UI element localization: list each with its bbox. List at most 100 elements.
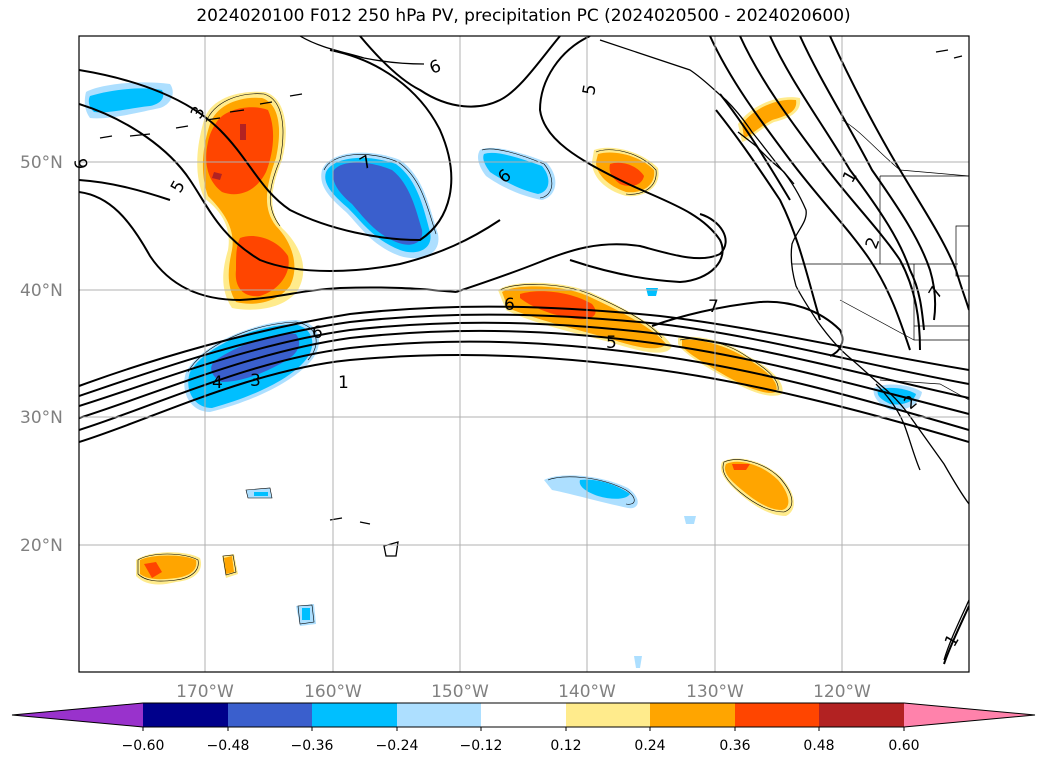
shade-outlines: [137, 93, 793, 625]
colorbar-seg-9: [819, 703, 904, 727]
shade-orange-nw-strong2: [235, 236, 289, 297]
contour-east-4: [799, 36, 937, 321]
lon-label-150w: 150°W: [431, 682, 489, 702]
map-title: 2024020100 F012 250 hPa PV, precipitatio…: [196, 6, 851, 26]
colorbar-extend-low: [12, 703, 143, 727]
shade-orange-nw-strong1: [206, 107, 274, 195]
colorbar-extend-high: [904, 703, 1035, 727]
outline-blue-tiny2: [297, 604, 315, 625]
contour-label-19: 6: [312, 323, 323, 343]
outline-blue-small-mid: [547, 476, 635, 505]
lat-label-50n: 50°N: [20, 153, 63, 173]
outline-orange-sw2: [222, 554, 237, 576]
contour-band-1: [79, 354, 969, 443]
coast-hawaii: [329, 517, 399, 557]
shade-orange-sw-small2-mid: [224, 556, 234, 574]
shade-orange-band-strong: [520, 291, 596, 320]
shade-blue-tiny1-inner: [254, 492, 268, 496]
lat-label-20n: 20°N: [20, 536, 63, 556]
lat-axis: 50°N 40°N 30°N 20°N: [20, 153, 63, 556]
map-frame: [78, 35, 970, 673]
contour-north-5-loop: [538, 36, 724, 284]
cb-label-2: −0.48: [207, 738, 250, 754]
coast-north-america: [599, 39, 969, 505]
cb-label-10: 0.60: [888, 738, 919, 754]
colorbar-seg-8: [735, 703, 819, 727]
border-us-state-3: [839, 299, 915, 341]
contour-upper: [79, 179, 171, 201]
shade-blue-central-strong: [333, 162, 423, 245]
colorbar-seg-6: [566, 703, 650, 727]
coast-se-corner: [943, 599, 969, 661]
outline-blue-tiny1: [245, 487, 273, 499]
contour-7-loop: [455, 213, 727, 293]
contour-label-12: 3: [250, 371, 261, 391]
contour-band-4: [79, 321, 969, 407]
shade-orange-nw-dark: [240, 124, 246, 140]
shade-blue-tiny3: [646, 288, 658, 296]
lon-label-170w: 170°W: [176, 682, 234, 702]
lon-axis: 170°W 160°W 150°W 140°W 130°W 120°W: [176, 682, 871, 702]
contour-label-11: 4: [212, 373, 223, 393]
contour-label-2: 5: [579, 83, 601, 97]
cb-label-7: 0.24: [634, 738, 665, 754]
outline-orange-band: [499, 284, 663, 339]
shade-nw-mid: [88, 88, 164, 113]
cb-label-3: −0.36: [291, 738, 334, 754]
gridlines: [79, 36, 969, 672]
contour-nw-outer: [79, 103, 501, 272]
lon-label-130w: 130°W: [686, 682, 744, 702]
colorbar: −0.60 −0.48 −0.36 −0.24 −0.12 0.12 0.24 …: [11, 702, 1036, 754]
colorbar-seg-2: [228, 703, 312, 727]
shade-blue-small-mid-inner: [579, 479, 630, 499]
pv-contours: [79, 36, 969, 665]
contour-band-2: [79, 340, 969, 431]
colorbar-seg-4: [397, 703, 481, 727]
shade-blue-tiny2-inner: [302, 608, 310, 620]
coast-vancouver: [737, 131, 795, 185]
cb-label-1: −0.60: [122, 738, 165, 754]
colorbar-seg-7: [650, 703, 735, 727]
contour-nw-loop: [79, 49, 453, 242]
coast-aleutian: [99, 93, 303, 139]
colorbar-ticks: [142, 727, 905, 731]
border-us-state-4: [913, 264, 969, 341]
cb-label-5: −0.12: [460, 738, 503, 754]
coast-alaska-islands: [299, 36, 425, 65]
contour-label-9: 5: [606, 333, 617, 353]
contour-east-5: [829, 36, 969, 311]
contour-label-13: 1: [338, 373, 349, 393]
outline-blue-sw: [187, 321, 317, 373]
colorbar-seg-3: [312, 703, 397, 727]
border-nevada: [955, 225, 969, 277]
lon-label-140w: 140°W: [558, 682, 616, 702]
lat-label-40n: 40°N: [20, 281, 63, 301]
contour-band-6: [79, 305, 969, 387]
cb-label-4: −0.24: [376, 738, 419, 754]
shade-blue-tiny5: [634, 656, 642, 668]
contour-east-1: [709, 36, 911, 351]
shade-blue-tiny4: [684, 516, 696, 524]
outline-orange-sw: [137, 553, 199, 582]
cb-label-6: 0.12: [550, 738, 581, 754]
outline-orange-nw: [205, 93, 284, 227]
contour-label-5: 6: [71, 156, 93, 170]
shade-orange-s-strong: [732, 464, 750, 470]
lon-label-120w: 120°W: [813, 682, 871, 702]
shade-orange-se-mid: [682, 339, 777, 393]
lat-label-30n: 30°N: [20, 408, 63, 428]
contour-west-loop: [79, 191, 457, 302]
colorbar-seg-1: [143, 703, 228, 727]
cb-label-8: 0.36: [719, 738, 750, 754]
contour-band-5: [79, 313, 969, 397]
shade-orange-s-mid: [724, 461, 789, 510]
contour-east-7: [719, 93, 791, 201]
cb-label-9: 0.48: [803, 738, 834, 754]
contour-label-8: 6: [504, 295, 515, 315]
contour-se-corner: [943, 605, 969, 665]
outline-orange-s: [722, 459, 793, 513]
contour-east-6: [715, 109, 821, 321]
lon-label-160w: 160°W: [304, 682, 362, 702]
shade-blue-mid-north-inner: [483, 152, 549, 194]
